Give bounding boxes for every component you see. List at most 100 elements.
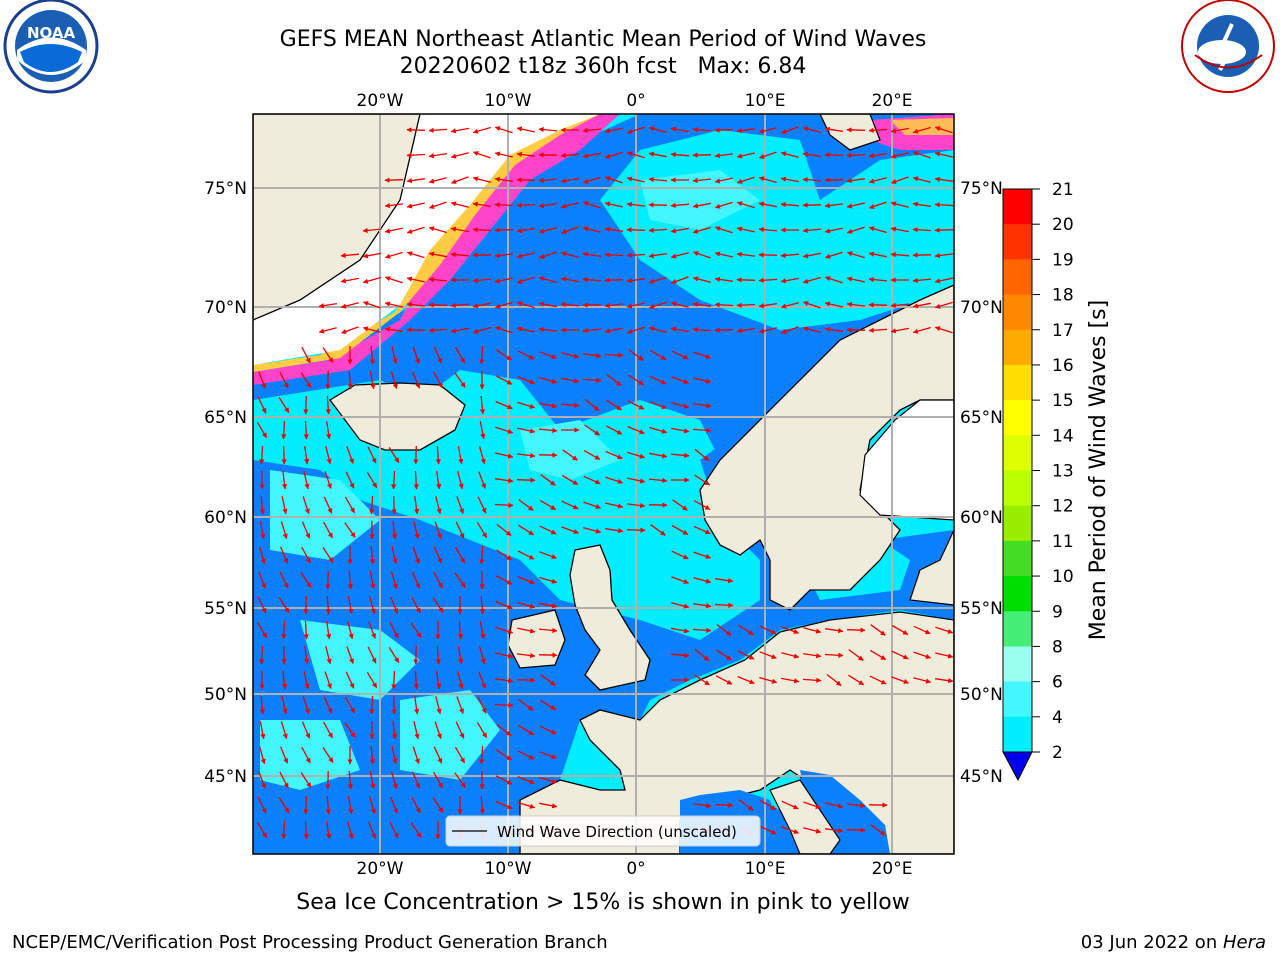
- wave-direction-arrow: [890, 226, 910, 233]
- wave-direction-arrow: [494, 702, 514, 708]
- wave-direction-arrow: [539, 602, 558, 609]
- wave-direction-arrow: [539, 525, 557, 535]
- wave-direction-arrow: [560, 251, 579, 258]
- wave-direction-arrow: [670, 652, 690, 658]
- wave-direction-arrow: [325, 595, 331, 615]
- wave-direction-arrow: [303, 420, 309, 440]
- wave-direction-arrow: [347, 621, 354, 640]
- wave-direction-arrow: [479, 421, 486, 440]
- wave-direction-arrow: [671, 524, 689, 536]
- wave-direction-arrow: [694, 674, 710, 686]
- wave-direction-arrow: [538, 326, 558, 333]
- wave-direction-arrow: [538, 177, 558, 183]
- wave-direction-arrow: [412, 546, 420, 565]
- wave-direction-arrow: [259, 521, 266, 540]
- wave-direction-arrow: [648, 252, 668, 259]
- wave-direction-arrow: [410, 622, 422, 638]
- wave-direction-arrow: [301, 346, 311, 364]
- wave-direction-arrow: [736, 328, 755, 334]
- wave-direction-arrow: [406, 202, 425, 209]
- colorbar-label: Mean Period of Wind Waves [s]: [1086, 300, 1111, 640]
- wave-direction-arrow: [389, 821, 399, 839]
- map-plot-area: [253, 114, 954, 854]
- colorbar-swatch: [1003, 400, 1032, 436]
- wave-direction-arrow: [670, 427, 690, 434]
- wave-direction-arrow: [281, 445, 287, 465]
- lat-label: 75°N: [960, 179, 1003, 199]
- wave-direction-arrow: [626, 176, 645, 183]
- wave-direction-arrow: [495, 375, 513, 385]
- map-legend: Wind Wave Direction (unscaled): [445, 815, 761, 847]
- wave-direction-arrow: [693, 351, 711, 359]
- wave-direction-arrow: [362, 326, 381, 333]
- wave-direction-arrow: [478, 471, 486, 489]
- wave-direction-arrow: [324, 471, 332, 489]
- wave-direction-arrow: [890, 302, 910, 308]
- colorbar-swatch: [1003, 470, 1032, 507]
- wave-direction-arrow: [406, 301, 425, 308]
- wave-direction-arrow: [450, 226, 470, 233]
- wave-direction-arrow: [362, 227, 382, 234]
- colorbar-tick-label: 19: [1052, 250, 1074, 270]
- wave-direction-arrow: [802, 177, 822, 183]
- wave-direction-arrow: [670, 252, 689, 259]
- wave-direction-arrow: [736, 152, 755, 159]
- wave-direction-arrow: [846, 627, 866, 633]
- wave-direction-arrow: [912, 176, 931, 183]
- wave-direction-arrow: [605, 502, 624, 509]
- wave-direction-arrow: [627, 477, 646, 484]
- wave-direction-arrow: [604, 277, 624, 283]
- wave-direction-arrow: [604, 352, 624, 358]
- wave-direction-arrow: [671, 276, 689, 284]
- wave-direction-arrow: [457, 645, 464, 665]
- wave-direction-arrow: [457, 620, 463, 640]
- wave-direction-arrow: [890, 152, 909, 159]
- colorbar-swatch: [1003, 611, 1032, 647]
- wave-direction-arrow: [736, 277, 756, 283]
- colorbar-ticks: 21 20 19 18 17 16 15 14 13 12 11 10 9 8 6 4 2: [1032, 180, 1074, 763]
- wave-direction-arrow: [495, 575, 513, 585]
- wave-direction-arrow: [256, 421, 268, 439]
- wave-direction-arrow: [560, 402, 580, 408]
- wave-direction-arrow: [824, 126, 843, 132]
- wave-direction-arrow: [935, 626, 954, 634]
- wave-direction-arrow: [759, 651, 777, 659]
- wave-direction-arrow: [890, 127, 910, 134]
- wave-direction-arrow: [803, 827, 822, 834]
- colorbar-swatches: [1003, 189, 1032, 753]
- wave-direction-arrow: [303, 671, 310, 690]
- wave-direction-arrow: [279, 546, 289, 564]
- wave-direction-arrow: [758, 226, 778, 233]
- wave-direction-arrow: [671, 576, 689, 584]
- wave-direction-arrow: [413, 721, 420, 740]
- wave-direction-arrow: [868, 226, 887, 234]
- wave-direction-arrow: [781, 326, 799, 334]
- wave-direction-arrow: [692, 177, 712, 184]
- wave-direction-arrow: [369, 771, 376, 790]
- wave-direction-arrow: [384, 301, 403, 308]
- wave-direction-arrow: [495, 426, 514, 434]
- wave-direction-arrow: [517, 350, 535, 360]
- wave-direction-arrow: [450, 152, 469, 159]
- wave-direction-arrow: [429, 201, 447, 209]
- wave-direction-arrow: [560, 152, 580, 158]
- wave-direction-arrow: [347, 570, 353, 590]
- lat-label: 60°N: [204, 508, 247, 528]
- wave-direction-arrow: [472, 201, 492, 208]
- wave-direction-arrow: [433, 546, 443, 564]
- wave-direction-arrow: [369, 695, 375, 715]
- wave-direction-arrow: [714, 177, 733, 184]
- wave-direction-arrow: [391, 546, 398, 565]
- wave-direction-arrow: [516, 151, 535, 158]
- wave-direction-arrow: [583, 475, 601, 485]
- wave-direction-arrow: [802, 126, 821, 133]
- wave-direction-arrow: [362, 276, 381, 284]
- wave-direction-arrow: [281, 420, 287, 440]
- wave-direction-arrow: [825, 628, 844, 634]
- wave-direction-arrow: [802, 252, 821, 259]
- wave-direction-arrow: [561, 526, 579, 534]
- wave-direction-arrow: [780, 302, 799, 309]
- wave-direction-arrow: [670, 227, 690, 234]
- wave-direction-arrow: [479, 545, 485, 565]
- wave-direction-arrow: [495, 800, 513, 810]
